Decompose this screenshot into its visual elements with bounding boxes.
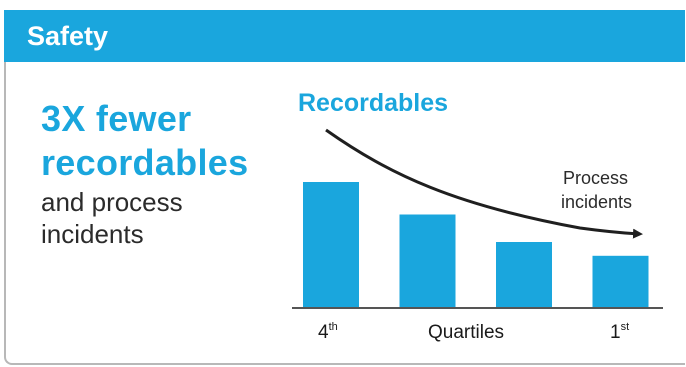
- bar-2nd: [496, 242, 552, 307]
- headline-line-2: recordables: [41, 142, 249, 183]
- bar-4th: [303, 182, 359, 307]
- x-tick-label-1st: 1st: [610, 321, 629, 343]
- section-header: Safety: [4, 10, 685, 62]
- trend-arrow: [325, 128, 643, 239]
- bar-1st: [592, 255, 649, 308]
- headline-line-1: 3X fewer: [41, 98, 192, 139]
- x-axis-label: Quartiles: [428, 322, 504, 343]
- subtext-line-2: incidents: [41, 219, 144, 249]
- headline: 3X fewer recordables: [41, 97, 248, 185]
- chart-title: Recordables: [298, 89, 448, 117]
- annotation-line-1: Process: [563, 168, 628, 188]
- bar-3rd: [399, 214, 456, 307]
- annotation-line-2: incidents: [561, 192, 632, 212]
- section-title: Safety: [27, 20, 109, 51]
- subtext: and process incidents: [41, 186, 183, 250]
- subtext-line-1: and process: [41, 187, 183, 217]
- bars-group: [303, 182, 649, 308]
- x-tick-label-4th: 4th: [318, 321, 338, 343]
